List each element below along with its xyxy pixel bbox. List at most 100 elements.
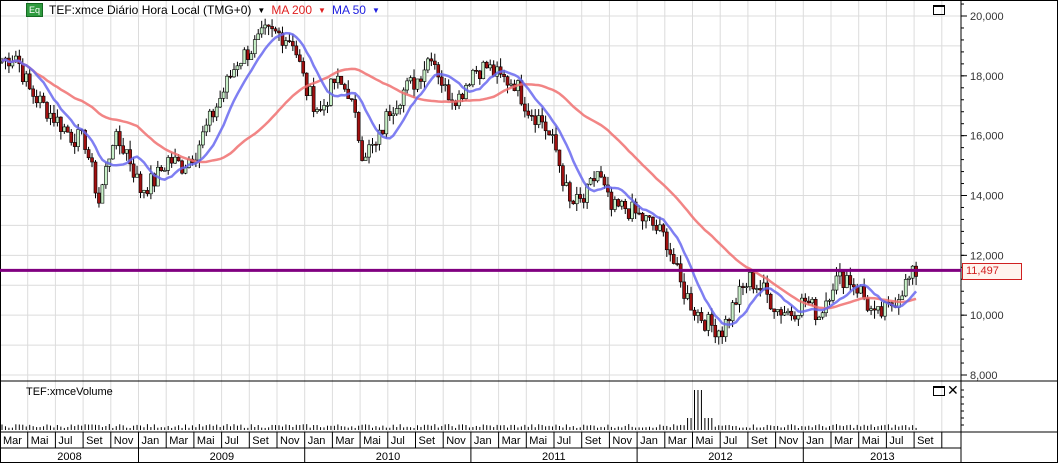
candle <box>478 70 482 79</box>
candle <box>34 96 39 104</box>
candle <box>433 60 437 65</box>
candle <box>405 80 409 91</box>
candle <box>699 312 704 321</box>
candle <box>619 201 624 207</box>
candle <box>287 40 292 42</box>
x-month-label: Jan <box>142 435 160 447</box>
candle <box>481 61 486 79</box>
candle <box>339 75 344 85</box>
candle <box>412 77 416 90</box>
x-month-label: Mai <box>197 435 215 447</box>
triangle-down-icon[interactable]: ▼ <box>371 5 380 15</box>
candle <box>252 39 257 55</box>
candle <box>550 134 555 136</box>
candle <box>197 144 202 161</box>
candle <box>692 309 697 316</box>
ma200-label[interactable]: MA 200 <box>271 3 313 17</box>
volume-bars <box>1 390 917 430</box>
candle <box>758 288 763 291</box>
triangle-down-icon[interactable]: ▼ <box>257 5 266 15</box>
candle <box>301 61 306 74</box>
x-month-label: Jul <box>225 435 239 447</box>
volume-title: TEF:xmceVolume <box>26 386 113 398</box>
candle <box>786 310 790 314</box>
candle <box>616 199 621 207</box>
x-month-label: Jul <box>889 435 903 447</box>
x-year-label: 2009 <box>210 451 234 463</box>
window-icon[interactable] <box>933 386 945 396</box>
x-month-label: Set <box>585 435 602 447</box>
candle <box>810 299 815 304</box>
candle <box>831 289 835 301</box>
triangle-down-icon[interactable]: ▼ <box>318 5 326 15</box>
candle <box>360 140 364 161</box>
candle <box>533 115 538 125</box>
candle <box>384 111 389 135</box>
candle <box>145 190 150 195</box>
candle <box>910 265 915 279</box>
x-month-label: Set <box>419 435 436 447</box>
y-tick-label: 10,000 <box>970 310 1004 322</box>
candle <box>806 300 811 304</box>
candle <box>235 65 240 70</box>
equity-badge: Eq <box>26 3 44 17</box>
candle <box>149 173 153 195</box>
candle <box>661 224 666 233</box>
candle <box>865 297 870 311</box>
candle <box>460 93 465 100</box>
candle <box>734 302 738 305</box>
candle <box>581 198 586 203</box>
candle <box>484 61 489 69</box>
candle <box>872 308 877 311</box>
candle <box>111 145 115 160</box>
candle <box>744 286 749 288</box>
candle <box>259 27 264 35</box>
candle <box>336 75 340 84</box>
candle <box>128 149 132 165</box>
candle <box>678 263 683 283</box>
candle <box>270 26 274 30</box>
x-month-label: Mar <box>169 435 188 447</box>
candle <box>401 89 406 106</box>
candle <box>869 308 873 311</box>
candle <box>52 112 56 123</box>
x-year-label: 2013 <box>870 451 894 463</box>
candle <box>903 279 908 297</box>
candle <box>574 194 579 205</box>
ma50-label[interactable]: MA 50 <box>331 3 366 17</box>
x-month-label: Nov <box>779 435 799 447</box>
candle <box>166 157 170 171</box>
candle <box>571 200 576 205</box>
x-month-label: Set <box>917 435 934 447</box>
candle <box>426 58 430 71</box>
candle <box>76 129 80 147</box>
candle <box>446 84 451 101</box>
candle <box>557 149 562 167</box>
candle <box>291 41 295 47</box>
candle <box>654 225 659 231</box>
candle <box>862 286 866 299</box>
candle <box>879 306 884 317</box>
candle <box>322 105 326 111</box>
x-month-label: Set <box>751 435 768 447</box>
candle <box>595 171 600 182</box>
close-icon[interactable]: ✕ <box>947 382 959 398</box>
window-icon[interactable] <box>933 5 945 15</box>
symbol-label[interactable]: TEF:xmce Diário Hora Local (TMG+0) <box>49 3 252 17</box>
x-month-label: Mar <box>502 435 521 447</box>
candle <box>640 212 645 222</box>
candle <box>609 191 614 210</box>
candle <box>647 215 652 218</box>
candle <box>706 314 711 331</box>
candle <box>263 24 267 29</box>
candle <box>104 166 108 186</box>
candle <box>907 277 911 280</box>
x-month-label: Jan <box>474 435 492 447</box>
x-month-label: Mar <box>668 435 687 447</box>
candle <box>297 54 302 62</box>
x-year-label: 2008 <box>57 451 81 463</box>
candle <box>713 325 718 338</box>
candle <box>727 319 731 322</box>
candle <box>266 24 271 27</box>
candle <box>439 76 444 86</box>
